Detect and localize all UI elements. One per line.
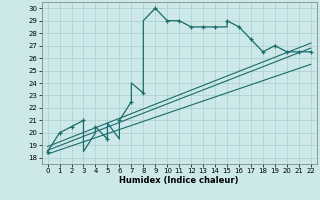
X-axis label: Humidex (Indice chaleur): Humidex (Indice chaleur) [119,176,239,185]
